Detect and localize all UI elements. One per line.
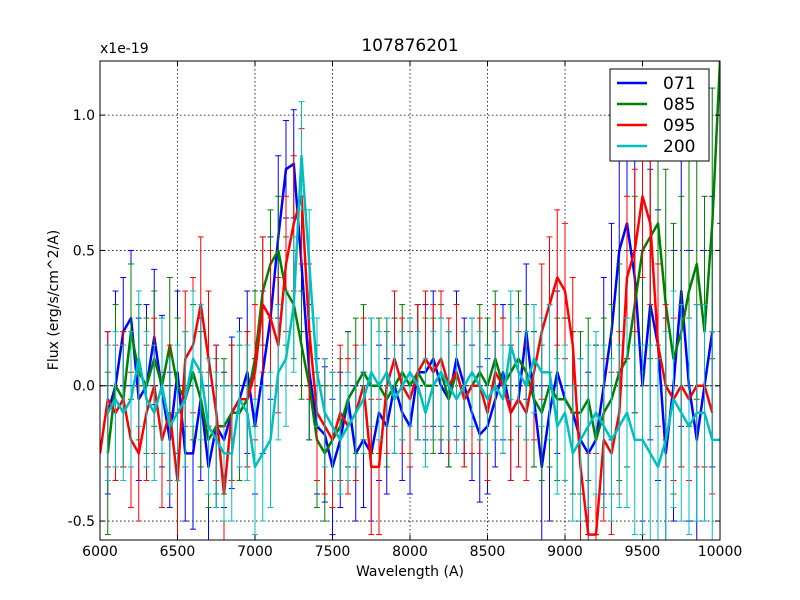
- x-tick-label: 8500: [470, 544, 506, 560]
- x-tick-label: 6500: [160, 544, 196, 560]
- x-axis-title: Wavelength (A): [356, 564, 464, 580]
- legend-label-200: 200: [663, 137, 695, 157]
- x-tick-label: 6000: [82, 544, 118, 560]
- y-tick-label: 0.5: [73, 243, 95, 259]
- legend-label-085: 085: [663, 95, 695, 115]
- chart-title: 107876201: [361, 36, 458, 56]
- series-line-095: [100, 195, 714, 536]
- series-line-200: [106, 154, 720, 469]
- x-tick-label: 9000: [547, 544, 583, 560]
- legend-label-095: 095: [663, 116, 695, 136]
- x-tick-label: 9500: [625, 544, 661, 560]
- y-tick-label: 1.0: [73, 108, 95, 124]
- y-scale-multiplier: x1e-19: [100, 41, 149, 57]
- x-tick-label: 7500: [315, 544, 351, 560]
- x-tick-label: 8000: [392, 544, 428, 560]
- series-200: [104, 101, 720, 540]
- y-axis-title: Flux (erg/s/cm^2/A): [46, 230, 62, 370]
- x-tick-label: 10000: [698, 544, 743, 560]
- y-tick-label: -0.5: [68, 514, 95, 530]
- legend-label-071: 071: [663, 74, 695, 94]
- axis-ticks: 6000 6500 7000 7500 8000 8500 9000 9500 10000 -0.…: [68, 61, 743, 560]
- y-tick-label: 0.0: [73, 379, 95, 395]
- x-tick-label: 7000: [237, 544, 273, 560]
- legend: 071 085 095 200: [609, 68, 710, 162]
